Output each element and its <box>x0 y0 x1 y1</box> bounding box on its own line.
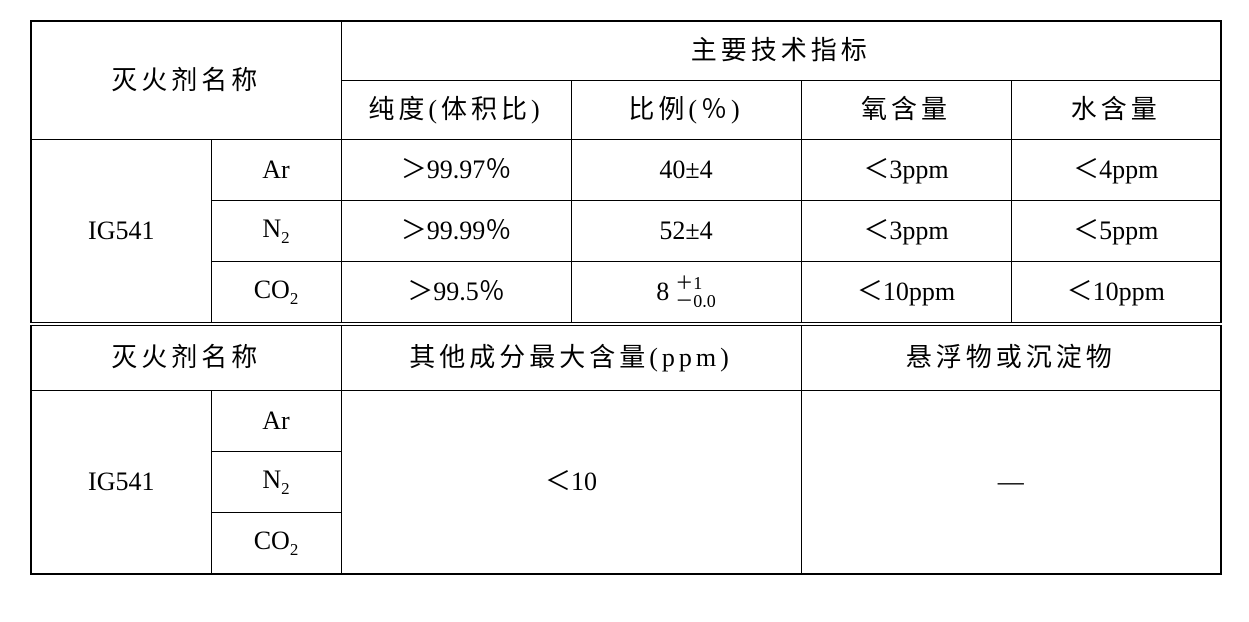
agent-name-2: IG541 <box>31 391 211 575</box>
n2-water: ＜5ppm <box>1011 201 1221 262</box>
co2-ratio: 8 ＋1 －0.0 <box>571 262 801 325</box>
susp-value: — <box>801 391 1221 575</box>
co2-water: ＜10ppm <box>1011 262 1221 325</box>
gas-ar: Ar <box>211 140 341 201</box>
header-agent-name: 灭火剂名称 <box>31 21 341 140</box>
ar-ratio: 40±4 <box>571 140 801 201</box>
gas2-ar: Ar <box>211 391 341 452</box>
co2-purity: ＞99.5％ <box>341 262 571 325</box>
subheader-ratio: 比例(％) <box>571 81 801 140</box>
other-value: ＜10 <box>341 391 801 575</box>
header2-susp: 悬浮物或沉淀物 <box>801 324 1221 391</box>
n2-purity: ＞99.99％ <box>341 201 571 262</box>
ar-purity: ＞99.97％ <box>341 140 571 201</box>
subheader-oxygen: 氧含量 <box>801 81 1011 140</box>
co2-oxygen: ＜10ppm <box>801 262 1011 325</box>
gas2-co2: CO2 <box>211 513 341 575</box>
gas-n2: N2 <box>211 201 341 262</box>
gas-co2: CO2 <box>211 262 341 325</box>
n2-ratio: 52±4 <box>571 201 801 262</box>
subheader-water: 水含量 <box>1011 81 1221 140</box>
subheader-purity: 纯度(体积比) <box>341 81 571 140</box>
ar-oxygen: ＜3ppm <box>801 140 1011 201</box>
header2-agent-name: 灭火剂名称 <box>31 324 341 391</box>
table-container: 灭火剂名称 主要技术指标 纯度(体积比) 比例(％) 氧含量 水含量 IG541… <box>0 0 1249 595</box>
header-spec: 主要技术指标 <box>341 21 1221 81</box>
ar-water: ＜4ppm <box>1011 140 1221 201</box>
agent-name-1: IG541 <box>31 140 211 325</box>
n2-oxygen: ＜3ppm <box>801 201 1011 262</box>
spec-table: 灭火剂名称 主要技术指标 纯度(体积比) 比例(％) 氧含量 水含量 IG541… <box>30 20 1222 575</box>
gas2-n2: N2 <box>211 452 341 513</box>
header2-other: 其他成分最大含量(ppm) <box>341 324 801 391</box>
